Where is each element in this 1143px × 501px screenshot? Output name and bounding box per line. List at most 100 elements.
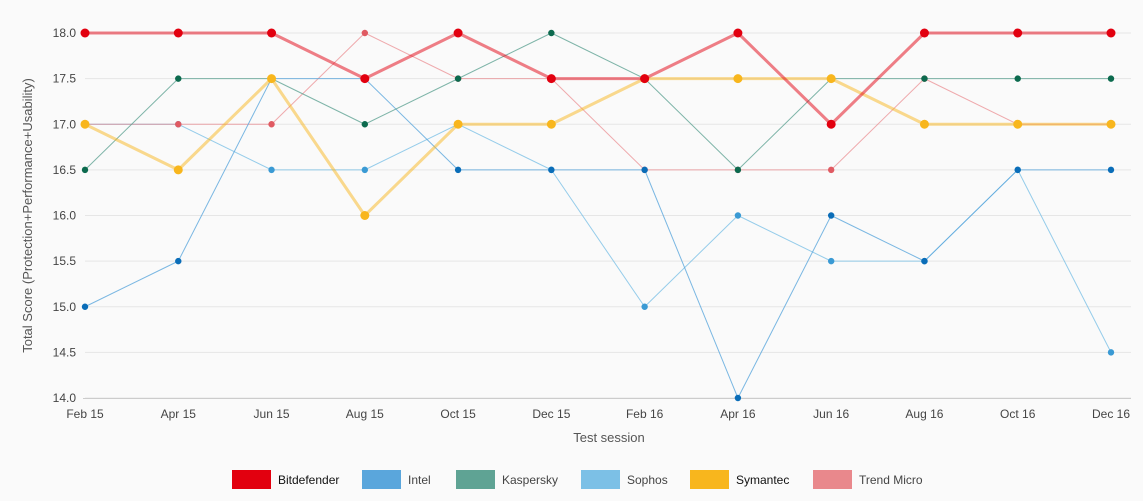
legend-swatch-sophos [581, 470, 620, 489]
series-group [80, 28, 1116, 402]
data-point-sophos [268, 166, 275, 174]
x-tick-label: Jun 15 [254, 407, 290, 421]
data-point-bitdefender [360, 74, 370, 84]
data-point-intel [548, 166, 555, 174]
data-point-sophos [361, 166, 369, 174]
data-point-kaspersky [175, 75, 182, 82]
data-point-intel [921, 257, 928, 265]
series-line-sophos [85, 123, 1112, 353]
data-point-symantec [267, 74, 277, 84]
x-tick-label: Apr 16 [720, 407, 756, 421]
legend-swatch-bitdefender [232, 470, 271, 489]
data-point-kaspersky [361, 121, 369, 128]
data-point-intel [641, 166, 648, 174]
x-tick-label: Feb 16 [626, 407, 664, 421]
data-point-symantec [546, 119, 556, 129]
y-tick-label: 17.0 [53, 117, 77, 131]
data-point-trend-micro [268, 121, 275, 128]
data-point-bitdefender [919, 28, 929, 38]
data-point-kaspersky [1107, 75, 1115, 82]
data-point-intel [175, 257, 182, 265]
data-point-symantec [453, 119, 463, 129]
data-point-kaspersky [1014, 75, 1021, 82]
data-point-bitdefender [453, 28, 463, 38]
series-bitdefender [80, 28, 1116, 129]
x-axis-ticks: Feb 15 Apr 15 Jun 15 Aug 15 Oct 15 Dec 15 Feb … [66, 407, 1130, 421]
y-axis-ticks: 14.0 14.5 15.0 15.5 16.0 16.5 17.0 17.5 18.0 [53, 26, 77, 405]
data-point-bitdefender [80, 28, 90, 38]
x-axis-title: Test session [573, 430, 645, 445]
legend-label-trend-micro: Trend Micro [859, 473, 923, 487]
data-point-bitdefender [733, 28, 743, 38]
data-point-symantec [733, 74, 743, 84]
y-tick-label: 18.0 [53, 26, 77, 40]
y-axis-title: Total Score (Protection+Performance+Usab… [20, 78, 35, 353]
data-point-symantec [919, 119, 929, 129]
legend-swatch-trend-micro [813, 470, 852, 489]
series-line-bitdefender [85, 31, 1111, 126]
x-tick-label: Dec 15 [532, 407, 570, 421]
data-point-symantec [826, 74, 836, 84]
legend-label-kaspersky: Kaspersky [502, 473, 558, 487]
data-point-symantec [80, 119, 90, 129]
gridlines [85, 32, 1131, 399]
data-point-bitdefender [1013, 28, 1023, 38]
data-point-intel [734, 394, 742, 402]
legend-label-symantec: Symantec [736, 473, 789, 487]
x-tick-label: Aug 15 [346, 407, 384, 421]
x-tick-label: Aug 16 [905, 407, 943, 421]
data-point-intel [454, 166, 462, 174]
data-point-kaspersky [548, 29, 555, 37]
x-tick-label: Feb 15 [66, 407, 104, 421]
data-point-symantec [173, 165, 183, 175]
data-point-symantec [360, 211, 370, 220]
data-point-trend-micro [175, 121, 182, 128]
y-tick-label: 16.0 [53, 209, 77, 223]
data-point-symantec [1106, 119, 1116, 129]
x-tick-label: Apr 15 [161, 407, 197, 421]
legend-label-bitdefender: Bitdefender [278, 473, 339, 487]
data-point-symantec [1013, 119, 1023, 129]
legend-swatch-symantec [690, 470, 729, 489]
legend-label-sophos: Sophos [627, 473, 668, 487]
y-tick-label: 16.5 [53, 163, 77, 177]
data-point-intel [81, 303, 89, 310]
data-point-trend-micro [827, 166, 835, 174]
legend-swatch-intel [362, 470, 401, 489]
data-point-sophos [1107, 349, 1115, 356]
data-point-kaspersky [734, 166, 742, 174]
data-point-bitdefender [267, 28, 277, 38]
series-sophos [81, 121, 1115, 356]
data-point-intel [1107, 166, 1115, 174]
data-point-intel [827, 212, 835, 219]
data-point-kaspersky [81, 166, 89, 174]
series-line-intel [84, 78, 1111, 399]
y-tick-label: 15.5 [53, 254, 77, 268]
legend-swatch-kaspersky [456, 470, 495, 489]
data-point-kaspersky [454, 75, 462, 82]
y-tick-label: 14.0 [53, 391, 77, 405]
legend-label-intel: Intel [408, 473, 431, 487]
y-tick-label: 15.0 [53, 300, 77, 314]
data-point-sophos [734, 212, 742, 219]
data-point-sophos [827, 257, 835, 265]
series-line-symantec [84, 77, 1111, 217]
y-tick-label: 14.5 [53, 345, 77, 359]
x-tick-label: Oct 15 [440, 407, 476, 421]
y-tick-label: 17.5 [53, 72, 77, 86]
data-point-bitdefender [826, 119, 836, 129]
data-point-bitdefender [640, 74, 650, 84]
data-point-bitdefender [546, 74, 556, 84]
series-line-kaspersky [84, 32, 1111, 171]
data-point-bitdefender [1106, 28, 1116, 38]
series-line-trend-micro [85, 32, 1111, 171]
x-tick-label: Oct 16 [1000, 407, 1036, 421]
data-point-intel [1014, 166, 1021, 174]
legend: Bitdefender Intel Kaspersky Sophos Symantec T… [232, 470, 923, 489]
data-point-kaspersky [921, 75, 928, 82]
data-point-bitdefender [173, 28, 183, 38]
x-tick-label: Jun 16 [813, 407, 849, 421]
x-tick-label: Dec 16 [1092, 407, 1130, 421]
data-point-sophos [641, 303, 648, 310]
